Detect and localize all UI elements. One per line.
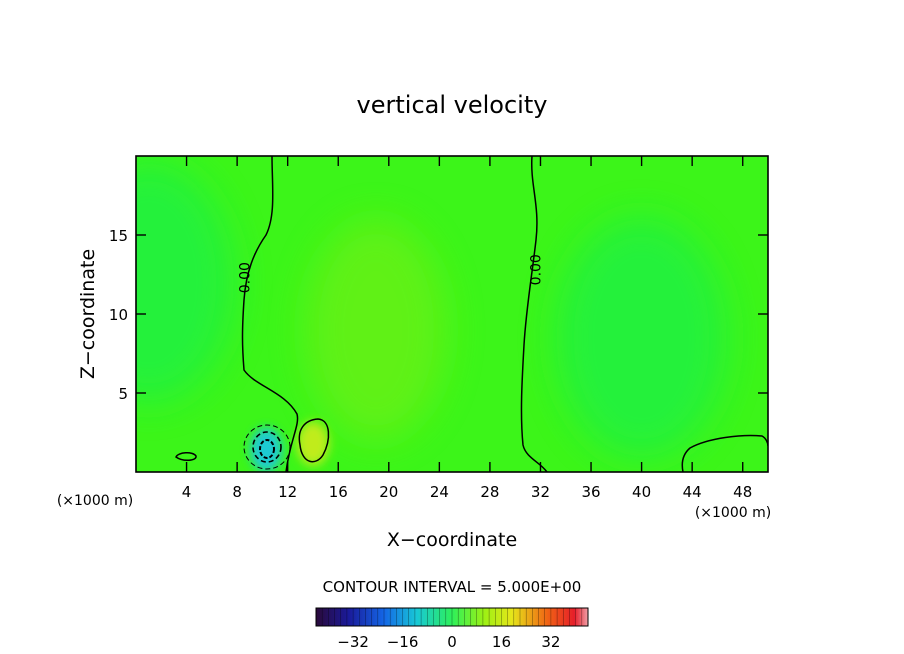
- field-feature-updraft-4: [296, 421, 329, 466]
- colorbar-tick-label: 32: [541, 633, 560, 651]
- downdraft-contour-3: [259, 439, 275, 459]
- colorbar-tick-label: −16: [387, 633, 419, 651]
- field-feature-updraft-0: [306, 219, 447, 440]
- x-tick-label: 32: [531, 483, 550, 501]
- x-tick-label: 16: [329, 483, 348, 501]
- x-unit-left: (×1000 m): [57, 493, 133, 509]
- colorbar-tick-label: 16: [492, 633, 511, 651]
- colorbar-segments: [321, 608, 583, 626]
- field-feature-weak-downdraft-1: [136, 162, 234, 403]
- contour-label: 0.00: [528, 254, 544, 285]
- downdraft-contour-1: [243, 424, 291, 470]
- y-tick-label: 15: [109, 227, 128, 245]
- colorbar-frame: [315, 607, 589, 627]
- x-tick-label: 12: [278, 483, 297, 501]
- y-tick-label: 10: [109, 306, 128, 324]
- x-tick-label: 44: [683, 483, 702, 501]
- x-tick-label: 24: [430, 483, 449, 501]
- colorbar-tick-label: 0: [447, 633, 457, 651]
- y-axis-ticks: 5 10 15: [109, 227, 768, 403]
- x-tick-label: 20: [379, 483, 398, 501]
- x-tick-label: 48: [733, 483, 752, 501]
- x-tick-label: 28: [480, 483, 499, 501]
- x-tick-label: 36: [581, 483, 600, 501]
- chart-title: vertical velocity: [357, 91, 548, 119]
- x-tick-label: 4: [182, 483, 192, 501]
- contour-interval-label: CONTOUR INTERVAL = 5.000E+00: [323, 578, 582, 596]
- updraft-contour-positive: [298, 418, 330, 463]
- contour-lines: [175, 156, 768, 472]
- field-shading: [136, 162, 727, 472]
- zero-contour-center: [520, 156, 548, 472]
- contour-labels: 0.00 0.00: [238, 254, 545, 293]
- zero-contour-small-loop: [175, 452, 197, 461]
- x-tick-label: 40: [632, 483, 651, 501]
- x-tick-label: 8: [232, 483, 242, 501]
- velocity-field: [136, 156, 768, 472]
- y-axis-label: Z−coordinate: [77, 249, 99, 379]
- x-unit-right: (×1000 m): [695, 505, 771, 521]
- y-tick-label: 5: [118, 385, 128, 403]
- zero-contour-west: [241, 156, 299, 472]
- downdraft-contour-2: [252, 431, 282, 463]
- field-feature-downdraft-3: [250, 427, 283, 472]
- field-feature-weak-downdraft-2: [556, 217, 727, 458]
- zero-contour-east-lower: [681, 434, 768, 472]
- x-axis-ticks: 4 8 12 16 20 24 28 32 36 40 44 48: [182, 156, 752, 501]
- x-axis-label: X−coordinate: [387, 529, 517, 551]
- colorbar-ticks: −32 −16 0 16 32: [337, 633, 560, 651]
- colorbar: −32 −16 0 16 32: [315, 607, 589, 651]
- contour-label: 0.00: [238, 262, 254, 293]
- colorbar-tick-label: −32: [337, 633, 369, 651]
